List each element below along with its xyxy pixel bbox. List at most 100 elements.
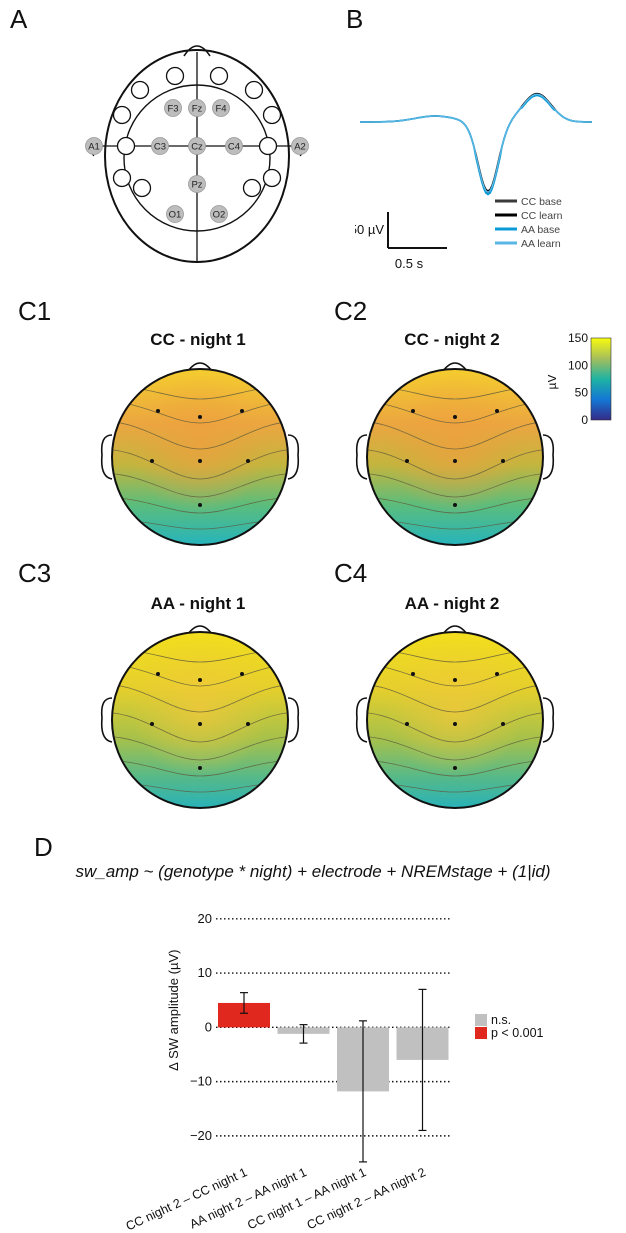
electrode-c3-label: C3: [154, 141, 166, 152]
panel-label-c4: C4: [334, 558, 368, 588]
colorbar-tick-150: 150: [568, 332, 588, 345]
panel-label-c2: C2: [334, 296, 368, 326]
electrode-o1-label: O1: [169, 209, 182, 220]
legend-label-p-0-001: p < 0.001: [491, 1026, 544, 1040]
scale-amplitude-label: 50 µV: [355, 222, 384, 237]
topomap-aa-night-1: [100, 625, 300, 809]
electrode-dot: [240, 409, 244, 413]
electrode-dot: [198, 722, 202, 726]
panel-label-b: B: [346, 4, 364, 34]
bar-chart: ∆ SW amplitude (µV) −20 −10 0 10 20 CC night…: [124, 911, 544, 1230]
electrode-dot: [198, 415, 202, 419]
left-ear-icon: [355, 697, 368, 743]
colorbar-unit-label: µV: [548, 375, 559, 390]
electrode-fz-marker: [188, 99, 206, 117]
scale-time-label: 0.5 s: [395, 256, 424, 270]
colorbar-tick-100: 100: [568, 358, 588, 372]
left-ear-icon: [355, 434, 368, 480]
electrode-dot: [453, 766, 457, 770]
electrode-montage: F3 Fz F4 A1 C3 Cz C4 A2 Pz O1 O2: [85, 45, 309, 263]
trace-cc-learn: [360, 92, 592, 192]
y-tick-label: 10: [198, 965, 212, 980]
electrode-pz-marker: [188, 175, 206, 193]
electrode-dot: [150, 459, 154, 463]
right-ear-icon: [287, 697, 300, 743]
head-outline: [111, 631, 289, 809]
y-tick-label: −20: [190, 1128, 212, 1143]
x-tick-label-cc-night-2-cc-night-1: CC night 2 – CC night 1: [124, 1165, 250, 1230]
electrode-o2-label: O2: [213, 209, 226, 220]
legend-swatch-n-s: [475, 1014, 487, 1026]
isocontour-line: [367, 496, 543, 514]
electrode-a2-label: A2: [294, 141, 306, 152]
electrode-dot: [411, 672, 415, 676]
electrode-f3-marker: [164, 99, 182, 117]
colorbar-tick-0: 0: [581, 413, 588, 427]
electrode-c3-marker: [151, 137, 169, 155]
empty-electrodes: [112, 66, 282, 198]
isocontour-line: [112, 420, 288, 450]
electrode-a1-marker: [85, 137, 103, 155]
electrode-dot: [495, 672, 499, 676]
electrode-dot: [453, 678, 457, 682]
topomap-cc-night-1: [100, 362, 300, 546]
right-ear-icon: [287, 434, 300, 480]
electrode-cz-marker: [188, 137, 206, 155]
electrode-dot: [198, 503, 202, 507]
isocontour-line: [112, 400, 288, 424]
topomap-hotspot: [112, 369, 288, 545]
isocontour-line: [367, 759, 543, 777]
colorbar-tick-50: 50: [575, 386, 589, 400]
electrode-dot: [495, 409, 499, 413]
isocontour-line: [367, 472, 543, 498]
isocontour-line: [367, 683, 543, 713]
isocontour-line: [112, 683, 288, 713]
isocontour-line: [112, 472, 288, 498]
electrode-dot: [453, 503, 457, 507]
trace-cc-base: [360, 94, 592, 194]
topomap-aa-night-2: [355, 625, 555, 809]
electrode-a2-marker: [291, 137, 309, 155]
isocontour-line: [367, 400, 543, 424]
right-ear-icon: [542, 697, 555, 743]
electrode-dot: [411, 409, 415, 413]
colorbar: µV 150 100 50 0: [548, 332, 612, 427]
panel-label-c1: C1: [18, 296, 52, 326]
electrode-o2-marker: [210, 205, 228, 223]
legend-label-aa-learn: AA learn: [521, 238, 561, 250]
topomap-hotspot: [367, 632, 543, 808]
isocontour-line: [112, 759, 288, 777]
topomap-cc-night-2: [355, 362, 555, 546]
topomap-title-c3: AA - night 1: [150, 594, 246, 613]
waveform-panel: 50 µV 0.5 s CC base CC learn AA base AA lea…: [355, 92, 592, 270]
electrode-dot: [240, 672, 244, 676]
electrode-dot: [453, 459, 457, 463]
electrode-dot: [501, 459, 505, 463]
electrode-dot: [405, 459, 409, 463]
isocontour-line: [367, 663, 543, 687]
electrode-c4-label: C4: [228, 141, 240, 152]
isocontour-line: [112, 711, 288, 743]
electrode-a1-label: A1: [88, 141, 100, 152]
topomap-title-c4: AA - night 2: [404, 594, 500, 613]
legend-swatch-p-0-001: [475, 1027, 487, 1039]
electrode-o1-marker: [166, 205, 184, 223]
electrode-f3-label: F3: [167, 103, 178, 114]
legend-label-n-s: n.s.: [491, 1013, 511, 1027]
electrode-dot: [246, 459, 250, 463]
isocontour-line: [112, 496, 288, 514]
electrode-dot: [453, 722, 457, 726]
y-tick-label: 0: [205, 1019, 212, 1034]
isocontour-line: [112, 735, 288, 761]
isocontour-line: [367, 711, 543, 743]
left-ear-icon: [100, 434, 113, 480]
electrode-cz-label: Cz: [191, 141, 203, 152]
electrode-f4-label: F4: [215, 103, 226, 114]
legend-label-cc-base: CC base: [521, 196, 562, 208]
panel-label-d: D: [34, 832, 53, 862]
electrode-dot: [198, 766, 202, 770]
electrode-pz-label: Pz: [191, 179, 202, 190]
legend-label-cc-learn: CC learn: [521, 210, 563, 222]
electrode-dot: [246, 722, 250, 726]
colorbar-gradient: [590, 337, 612, 421]
